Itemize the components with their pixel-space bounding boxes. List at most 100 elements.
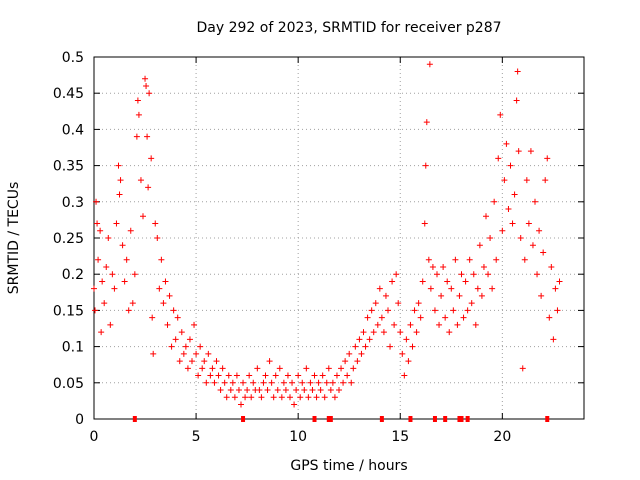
x-tick-label: 15 — [391, 429, 409, 445]
data-point — [244, 387, 251, 394]
data-point — [134, 97, 141, 104]
data-point — [170, 307, 177, 314]
data-point — [519, 365, 526, 372]
data-point — [127, 227, 134, 234]
data-point — [450, 307, 457, 314]
data-point — [391, 321, 398, 328]
data-point — [419, 278, 426, 285]
data-point — [266, 358, 273, 365]
data-point — [213, 358, 220, 365]
data-point — [426, 61, 433, 68]
data-point — [468, 300, 475, 307]
data-point — [133, 133, 140, 140]
zero-value-marker — [432, 416, 437, 422]
data-point — [409, 343, 416, 350]
data-point — [311, 372, 318, 379]
data-point — [474, 285, 481, 292]
data-point — [231, 394, 238, 401]
data-point — [260, 379, 267, 386]
data-point — [135, 111, 142, 118]
data-point — [143, 82, 150, 89]
data-point — [556, 278, 563, 285]
data-point — [280, 379, 287, 386]
data-point — [472, 321, 479, 328]
data-point — [197, 343, 204, 350]
data-point — [174, 314, 181, 321]
data-point — [378, 314, 385, 321]
data-point — [94, 220, 101, 227]
data-point — [372, 300, 379, 307]
data-point — [513, 97, 520, 104]
data-point — [107, 321, 114, 328]
data-point — [301, 387, 308, 394]
data-point — [97, 227, 104, 234]
data-point — [364, 314, 371, 321]
data-point — [137, 177, 144, 184]
data-point — [527, 148, 534, 155]
data-point — [446, 329, 453, 336]
data-point — [350, 365, 357, 372]
data-point — [431, 307, 438, 314]
zero-value-marker — [379, 416, 384, 422]
data-point — [497, 111, 504, 118]
data-point — [219, 365, 226, 372]
data-point — [317, 387, 324, 394]
data-point — [121, 278, 128, 285]
data-point — [223, 394, 230, 401]
data-point — [229, 379, 236, 386]
data-point — [538, 292, 545, 299]
data-point — [485, 271, 492, 278]
y-tick-label: 0.35 — [53, 159, 84, 175]
data-point — [509, 220, 516, 227]
data-point — [532, 198, 538, 205]
data-point — [144, 133, 151, 140]
data-point — [448, 285, 455, 292]
data-point — [358, 350, 365, 357]
data-point — [180, 350, 187, 357]
data-point — [389, 278, 396, 285]
data-point — [523, 177, 530, 184]
data-point — [444, 278, 451, 285]
data-point — [250, 379, 257, 386]
data-point — [199, 365, 206, 372]
data-point — [211, 379, 218, 386]
zero-value-markers — [132, 416, 550, 422]
data-point — [101, 300, 108, 307]
data-point — [238, 401, 244, 408]
data-point — [92, 307, 99, 314]
data-point — [436, 321, 443, 328]
data-point — [256, 387, 263, 394]
data-point — [464, 307, 471, 314]
data-point — [514, 68, 521, 75]
data-point — [129, 300, 136, 307]
data-point — [293, 387, 300, 394]
tick-labels: 0 0.05 0.1 0.15 0.2 0.25 0.3 0.35 0.4 0.45 0.5 0 5 10… — [53, 50, 511, 445]
y-tick-label: 0 — [75, 412, 84, 428]
data-point — [521, 256, 528, 263]
x-tick-label: 10 — [289, 429, 307, 445]
data-point — [309, 387, 316, 394]
data-point — [178, 329, 185, 336]
x-tick-label: 5 — [192, 429, 201, 445]
data-point — [91, 285, 97, 292]
data-point — [189, 358, 195, 365]
data-point — [417, 314, 424, 321]
data-point — [299, 379, 306, 386]
data-point — [385, 307, 391, 314]
data-point — [534, 271, 541, 278]
x-tick-label: 20 — [493, 429, 511, 445]
data-point — [217, 387, 224, 394]
y-tick-label: 0.3 — [62, 195, 84, 211]
y-tick-label: 0.05 — [53, 376, 84, 392]
data-point — [221, 379, 228, 386]
data-point — [152, 220, 159, 227]
zero-value-marker — [408, 416, 413, 422]
data-point — [411, 307, 418, 314]
data-point — [501, 177, 508, 184]
data-point — [240, 379, 247, 386]
y-tick-label: 0.15 — [53, 303, 84, 319]
zero-value-marker — [241, 416, 246, 422]
data-point — [427, 285, 434, 292]
data-point — [336, 387, 342, 394]
y-axis-label: SRMTID / TECUs — [6, 182, 22, 295]
